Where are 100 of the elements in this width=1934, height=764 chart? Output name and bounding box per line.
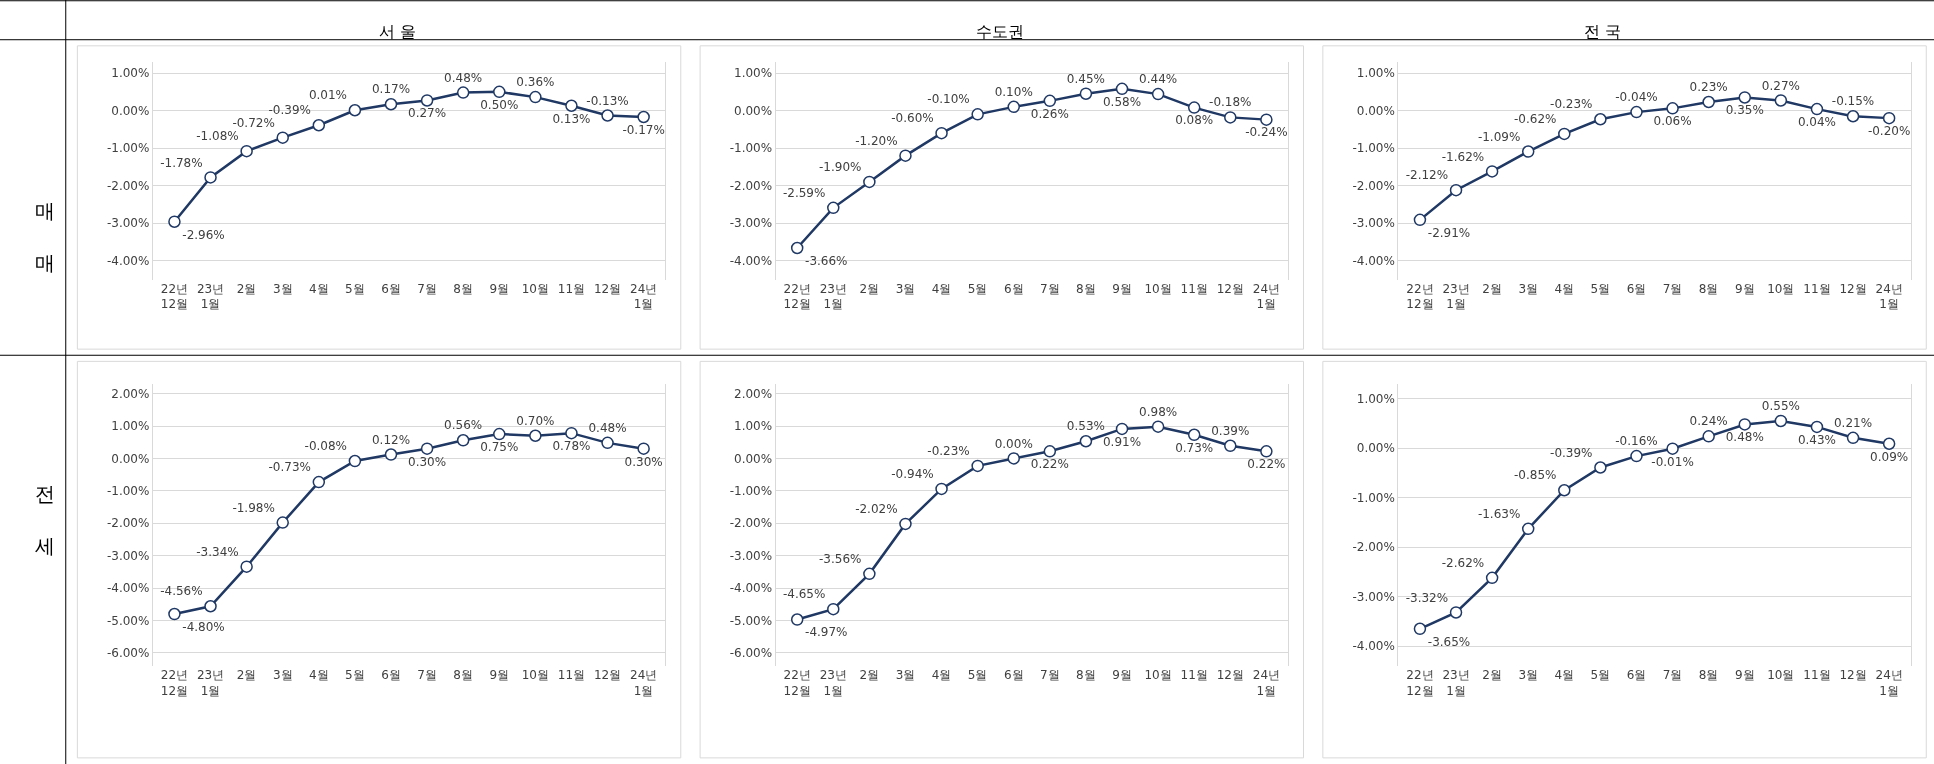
x-tick-label: 24년 1월 [1252,281,1281,312]
data-label: -0.94% [891,467,934,482]
point [1043,94,1057,108]
x-tick-label: 23년 1월 [196,667,225,698]
data-label: -1.20% [855,133,898,148]
data-label: 0.78% [552,439,591,454]
data-label: 0.13% [552,111,591,126]
point [1115,422,1129,436]
x-tick-label: 11월 [1180,667,1208,682]
x-tick-label: 8월 [1698,667,1719,682]
data-label: 0.70% [516,413,555,428]
data-label: 0.30% [408,454,447,469]
data-label: -1.62% [1441,149,1485,164]
x-tick-label: 22년 12월 [160,667,189,698]
y-tick-label: -4.00% [1352,253,1395,268]
x-tick-label: 22년 12월 [1406,281,1434,312]
data-label: -0.20% [1867,124,1911,138]
point [1558,484,1571,497]
x-tick-label: 22년 12월 [160,281,189,312]
y-tick-label: -2.00% [729,178,773,193]
point [971,459,984,473]
point [637,110,650,124]
point [1630,105,1643,119]
y-tick-label: 1.00% [1356,391,1395,406]
data-label: -1.08% [196,129,239,144]
data-label: 0.04% [1797,114,1837,129]
point [1043,445,1057,458]
x-tick-label: 6월 [381,281,401,296]
data-label: 0.43% [1797,432,1837,447]
point [1413,213,1427,227]
data-label: 0.91% [1102,434,1142,449]
point [529,90,542,104]
x-tick-label: 4월 [1554,667,1575,682]
point [1774,414,1788,428]
y-tick-label: 1.00% [111,419,150,434]
point [1846,110,1860,123]
x-tick-label: 12월 [1216,281,1244,296]
y-tick-label: -6.00% [106,646,150,661]
point [1630,449,1643,463]
x-tick-label: 7월 [1662,667,1683,682]
x-tick-label: 7월 [417,281,437,296]
data-label: 0.23% [1689,80,1728,95]
point [1882,111,1896,125]
x-tick-label: 3월 [1518,667,1539,682]
data-label: 0.45% [1066,71,1105,86]
y-tick-label: -5.00% [106,613,150,628]
point [899,149,912,162]
data-label: -0.17% [622,122,665,137]
point [1558,127,1571,141]
point [1260,113,1273,126]
data-label: -2.91% [1427,225,1471,240]
x-tick-label: 6월 [1003,667,1024,682]
y-tick-label: -1.00% [1352,141,1395,156]
data-label: -0.24% [1245,125,1288,140]
point [935,126,948,140]
x-tick-label: 5월 [967,281,988,296]
data-label: -0.72% [232,115,275,130]
x-tick-label: 23년 1월 [196,281,225,312]
x-tick-label: 11월 [1180,281,1208,296]
y-tick-label: -4.00% [106,253,150,268]
x-tick-label: 6월 [1003,281,1024,296]
x-tick-label: 11월 [1803,281,1831,296]
data-label: -0.62% [1513,112,1557,127]
text: 전 세 [35,482,55,558]
point [1774,94,1788,107]
point [168,607,181,621]
point [456,434,470,447]
x-tick-label: 9월 [489,281,510,296]
y-tick-label: -2.00% [1352,178,1395,193]
point [1485,571,1499,585]
x-tick-label: 10월 [521,281,550,296]
point [1260,445,1273,458]
y-tick-label: -3.00% [1352,589,1395,604]
data-label: -4.97% [805,625,848,640]
data-label: 0.22% [1030,457,1069,472]
point [601,109,614,122]
x-tick-label: 8월 [453,281,473,296]
x-tick-label: 24년 1월 [630,281,658,312]
data-label: -3.56% [819,551,862,566]
y-tick-label: 0.00% [1356,103,1395,118]
data-label: -1.98% [232,500,275,515]
data-label: 0.30% [624,454,663,469]
point [1666,102,1679,115]
y-tick-label: 1.00% [734,66,773,81]
x-tick-label: 12월 [1839,667,1867,682]
x-tick-label: 24년 1월 [630,667,658,698]
y-tick-label: -4.00% [1352,639,1395,654]
data-label: -3.32% [1405,590,1449,605]
data-label: 0.27% [1761,78,1800,93]
x-tick-label: 2월 [859,281,880,296]
point [204,171,217,184]
point [790,613,804,626]
data-label: -1.09% [1477,129,1521,144]
x-tick-label: 9월 [1734,281,1755,296]
y-tick-label: -1.00% [1352,490,1395,505]
point [1449,183,1463,197]
point [601,436,614,450]
point [240,560,253,573]
data-label: -2.12% [1405,168,1449,183]
x-tick-label: 8월 [1076,281,1096,296]
